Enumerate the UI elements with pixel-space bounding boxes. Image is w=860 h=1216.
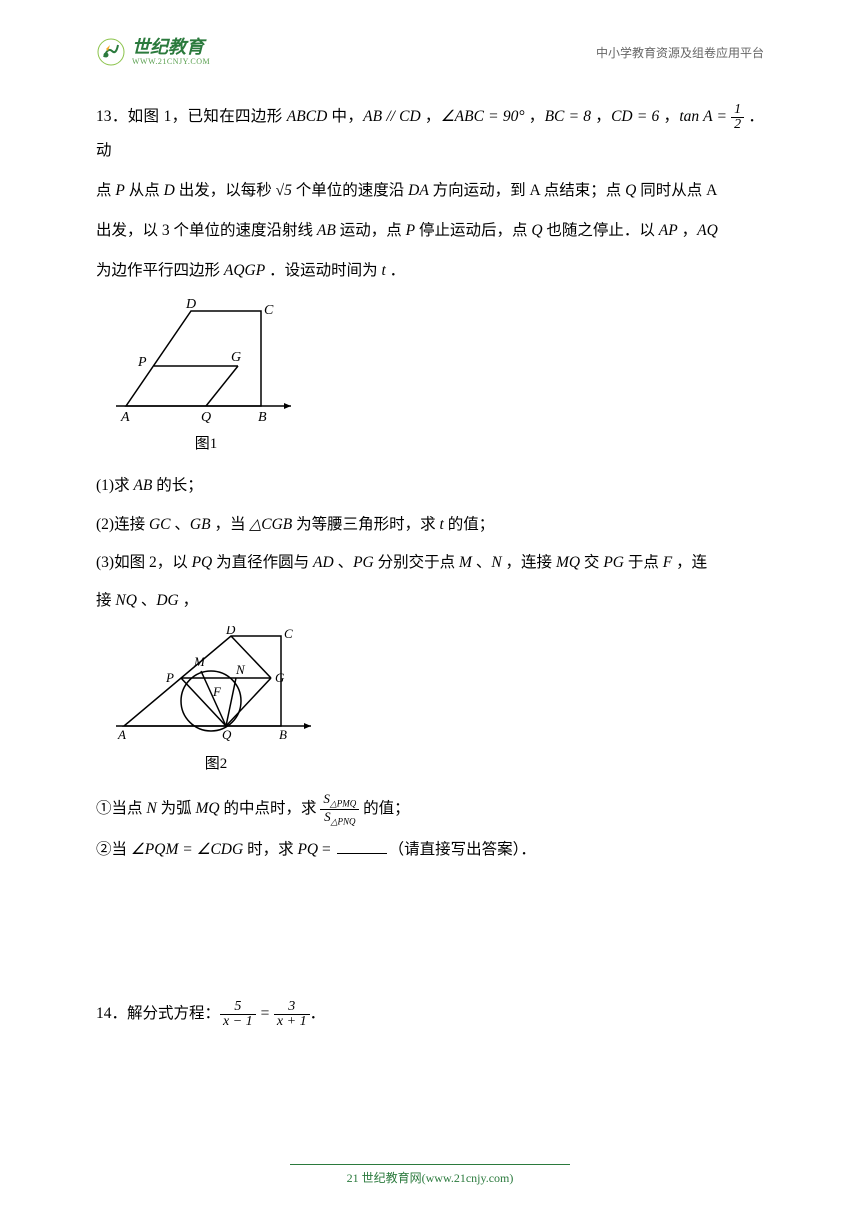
svg-text:D: D [225, 626, 236, 637]
svg-text:P: P [137, 355, 147, 370]
logo-icon [96, 37, 126, 67]
sub-question-1: (1)求 AB 的长； [96, 469, 764, 503]
page-footer: 21 世纪教育网(www.21cnjy.com) [0, 1164, 860, 1186]
svg-text:C: C [264, 303, 274, 318]
svg-text:B: B [258, 410, 267, 425]
problem-13-line3: 出发，以 3 个单位的速度沿射线 AB 运动，点 P 停止运动后，点 Q 也随之… [96, 214, 764, 248]
sub-question-3-cont: 接 NQ 、DG ， [96, 584, 764, 618]
sub-question-3-2: ②当 ∠PQM = ∠CDG 时，求 PQ = （请直接写出答案）． [96, 833, 764, 867]
svg-text:Q: Q [201, 410, 211, 425]
fraction-half: 12 [731, 103, 744, 132]
logo-text: 世纪教育 WWW.21CNJY.COM [132, 38, 210, 67]
answer-blank [337, 853, 387, 854]
problem-13-line2: 点 P 从点 D 出发，以每秒 √5 个单位的速度沿 DA 方向运动，到 A 点… [96, 174, 764, 208]
fraction-1: 5x − 1 [220, 1000, 256, 1029]
page-header: 世纪教育 WWW.21CNJY.COM 中小学教育资源及组卷应用平台 [96, 32, 764, 72]
document-content: 13．如图 1，已知在四边形 ABCD 中，AB // CD ，∠ABC = 9… [96, 100, 764, 1037]
problem-13-line4: 为边作平行四边形 AQGP ．设运动时间为 t ． [96, 254, 764, 288]
svg-text:P: P [165, 670, 174, 685]
footer-text: 21 世纪教育网(www.21cnjy.com) [0, 1169, 860, 1186]
area-fraction: S△PMQS△PNQ [320, 792, 359, 826]
logo-sub-text: WWW.21CNJY.COM [132, 58, 210, 67]
sub-question-2: (2)连接 GC 、GB ，当 △CGB 为等腰三角形时，求 t 的值； [96, 508, 764, 542]
svg-text:M: M [193, 654, 206, 669]
svg-text:G: G [275, 670, 285, 685]
svg-text:F: F [212, 684, 222, 699]
problem-14: 14．解分式方程：5x − 1 = 3x + 1． [96, 997, 764, 1031]
logo: 世纪教育 WWW.21CNJY.COM [96, 37, 210, 67]
logo-main-text: 世纪教育 [132, 38, 210, 58]
sub-question-3: (3)如图 2，以 PQ 为直径作圆与 AD 、PG 分别交于点 M 、N ，连… [96, 546, 764, 580]
fraction-2: 3x + 1 [274, 1000, 310, 1029]
svg-text:D: D [185, 297, 196, 312]
figure-1: A Q B D C P G 图1 [116, 296, 764, 461]
svg-text:B: B [279, 727, 287, 742]
svg-text:N: N [235, 662, 246, 677]
svg-text:A: A [117, 727, 126, 742]
svg-text:C: C [284, 626, 293, 641]
figure-1-label: 图1 [116, 428, 296, 461]
svg-text:Q: Q [222, 727, 232, 742]
figure-2: A Q B P M N F G D C 图2 [116, 626, 764, 781]
footer-divider [290, 1164, 570, 1165]
sub-question-3-1: ①当点 N 为弧 MQ 的中点时，求 S△PMQS△PNQ 的值； [96, 789, 764, 829]
header-right-text: 中小学教育资源及组卷应用平台 [596, 44, 764, 61]
svg-text:G: G [231, 350, 241, 365]
figure-2-label: 图2 [116, 748, 316, 781]
svg-text:A: A [120, 410, 130, 425]
problem-13-line1: 13．如图 1，已知在四边形 ABCD 中，AB // CD ，∠ABC = 9… [96, 100, 764, 168]
